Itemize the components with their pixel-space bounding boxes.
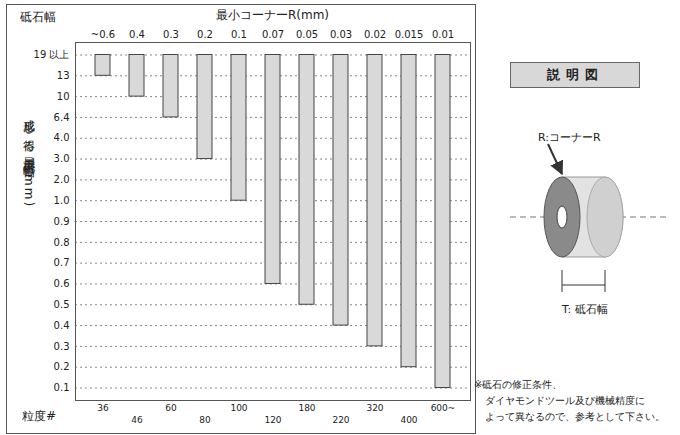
svg-text:0.03: 0.03 [330, 29, 352, 40]
svg-text:36: 36 [97, 403, 109, 413]
svg-text:0.05: 0.05 [296, 29, 318, 40]
html-text:砥石幅: 砥石幅 [20, 10, 56, 24]
html-text:※砥石の修正条件、: ※砥石の修正条件、 [474, 379, 563, 390]
svg-text:100: 100 [230, 403, 247, 413]
svg-text:320: 320 [366, 403, 383, 413]
svg-text:0.015: 0.015 [395, 29, 424, 40]
html-text:粒度#: 粒度# [22, 409, 57, 423]
svg-text:2.0: 2.0 [54, 174, 70, 185]
html-text:成形し得る最小砥石幅T(mm): 成形し得る最小砥石幅T(mm) [22, 110, 36, 209]
svg-text:0.5: 0.5 [54, 299, 70, 310]
html-text:R:コーナーR: R:コーナーR [538, 131, 601, 144]
svg-text:0.1: 0.1 [231, 29, 247, 40]
svg-text:3.0: 3.0 [54, 153, 70, 164]
svg-text:0.02: 0.02 [364, 29, 386, 40]
svg-text:0.8: 0.8 [54, 237, 70, 248]
svg-text:0.6: 0.6 [54, 278, 70, 289]
html-text:T: 砥石幅: T: 砥石幅 [562, 303, 608, 316]
svg-text:0.7: 0.7 [54, 257, 70, 268]
svg-text:13: 13 [57, 70, 70, 81]
html-text:最小コーナーR(mm): 最小コーナーR(mm) [216, 8, 329, 22]
html-text:説明図: 説明図 [546, 67, 604, 82]
svg-text:0.9: 0.9 [54, 216, 70, 227]
svg-text:46: 46 [131, 415, 143, 425]
html-text:よって異なるので、参考として下さい。: よって異なるので、参考として下さい。 [485, 411, 665, 422]
svg-text:10: 10 [57, 91, 70, 102]
svg-text:60: 60 [165, 403, 177, 413]
html-text:ダイヤモンドツール及び機械精度に: ダイヤモンドツール及び機械精度に [485, 395, 645, 406]
svg-text:0.3: 0.3 [54, 341, 70, 352]
svg-text:0.07: 0.07 [262, 29, 284, 40]
svg-text:0.3: 0.3 [163, 29, 179, 40]
svg-text:220: 220 [332, 415, 349, 425]
svg-text:~0.6: ~0.6 [91, 29, 115, 40]
svg-text:0.01: 0.01 [432, 29, 454, 40]
svg-text:4.0: 4.0 [54, 132, 70, 143]
svg-text:80: 80 [199, 415, 211, 425]
svg-text:120: 120 [264, 415, 281, 425]
svg-text:180: 180 [298, 403, 315, 413]
svg-text:19 以上: 19 以上 [34, 49, 70, 60]
svg-text:0.4: 0.4 [54, 320, 70, 331]
svg-text:6.4: 6.4 [54, 112, 70, 123]
svg-text:0.2: 0.2 [54, 361, 70, 372]
svg-text:600~: 600~ [431, 403, 456, 413]
svg-text:1.0: 1.0 [54, 195, 70, 206]
svg-text:400: 400 [400, 415, 417, 425]
svg-text:0.4: 0.4 [129, 29, 145, 40]
svg-text:0.1: 0.1 [54, 382, 70, 393]
svg-text:0.2: 0.2 [197, 29, 213, 40]
